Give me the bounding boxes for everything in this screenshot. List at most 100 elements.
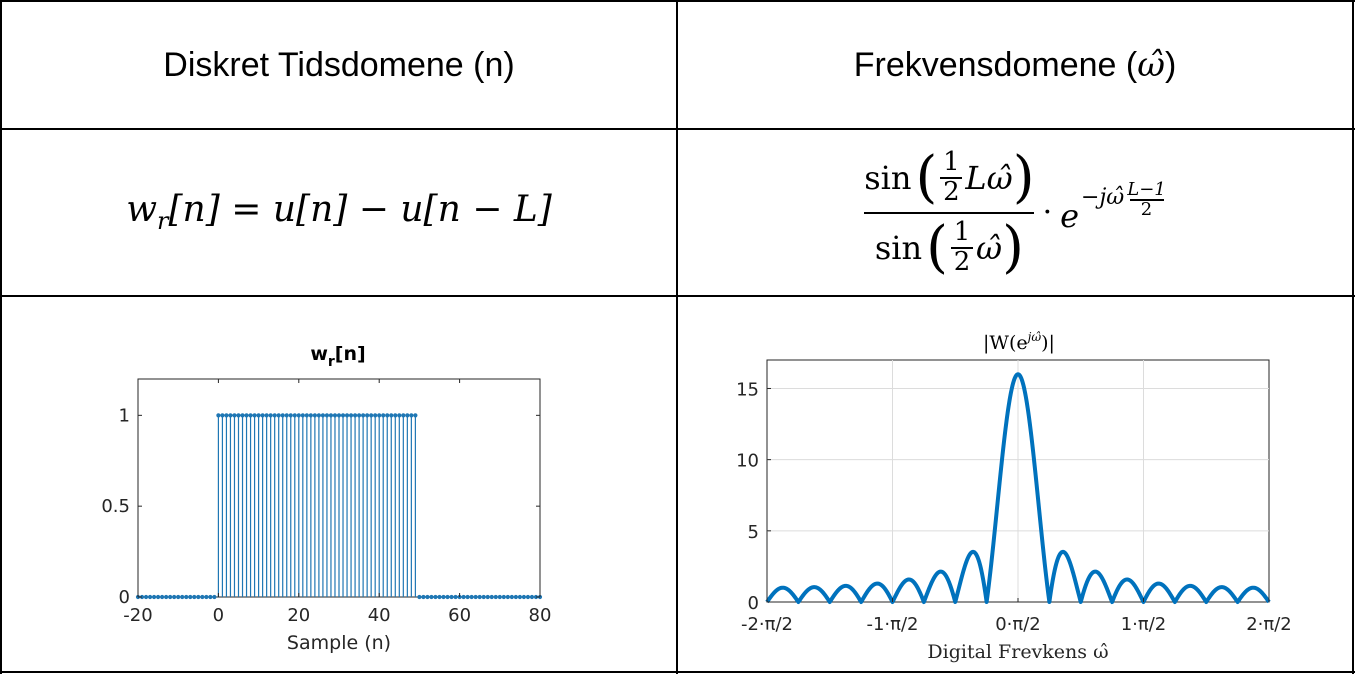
- stem-marker: [517, 594, 523, 600]
- stem-marker: [340, 413, 346, 418]
- stem-marker: [521, 594, 527, 600]
- formula-num-half-bar: [940, 176, 963, 179]
- stem-marker: [328, 413, 334, 418]
- stem-marker: [143, 594, 149, 600]
- stem-marker: [200, 594, 205, 600]
- stem-marker: [164, 594, 169, 600]
- table-divider-row1: [0, 128, 1355, 130]
- stem-marker: [324, 413, 330, 418]
- formula-den-half: 1 2: [950, 218, 973, 276]
- formula-num-paren-open: (: [915, 144, 938, 210]
- stem-marker: [529, 594, 535, 600]
- stem-marks: [135, 413, 543, 600]
- stem-marker: [493, 594, 498, 600]
- stem-xtick-label: 40: [368, 605, 391, 626]
- formula-den-paren-close: ): [1002, 214, 1024, 280]
- stem-marker: [332, 413, 338, 418]
- stem-marker: [208, 594, 213, 600]
- stem-marker: [373, 413, 378, 418]
- stem-marker: [172, 594, 177, 600]
- stem-marker: [417, 594, 422, 600]
- stem-marker: [389, 413, 394, 418]
- stem-marker: [236, 413, 241, 418]
- stem-ytick-label: 0: [119, 587, 130, 608]
- stem-xtick-label: -20: [123, 605, 152, 626]
- formula-num-half: 1 2: [940, 147, 963, 207]
- stem-marker: [501, 594, 506, 600]
- stem-marker: [192, 594, 197, 600]
- formula-den-paren-open: (: [926, 214, 948, 280]
- header-frequency-suffix: ): [1164, 45, 1177, 84]
- stem-marker: [469, 594, 474, 600]
- formula-time-w: w: [126, 189, 158, 231]
- stem-title: wr[n]: [310, 343, 365, 370]
- stem-marker: [276, 413, 281, 418]
- stem-marker: [212, 594, 217, 600]
- stem-marker: [449, 594, 454, 600]
- formula-numerator: sin ( 1 2 L ω̂ ): [864, 146, 1034, 210]
- formula-num-omega: ω̂: [986, 158, 1013, 197]
- stem-marker: [180, 594, 185, 600]
- formula-exp-frac: L−1 2: [1127, 180, 1166, 221]
- stem-marker: [393, 413, 398, 418]
- stem-marker: [252, 413, 257, 418]
- stem-marker: [280, 413, 285, 418]
- header-frequency-domain: Frekvensdomene (ω̂): [678, 2, 1352, 128]
- formula-time-rest: [n] = u[n] − u[n − L]: [168, 189, 552, 231]
- stem-marker: [316, 413, 322, 418]
- stem-marker: [397, 413, 402, 418]
- formula-time-domain: wr[n] = u[n] − u[n − L]: [2, 130, 676, 295]
- mag-series-line: [765, 372, 1271, 604]
- stem-marker: [381, 413, 386, 418]
- formula-num-L: L: [965, 158, 987, 197]
- stem-marker: [188, 594, 193, 600]
- mag-xlabel: Digital Frevkens ω̂: [927, 641, 1108, 663]
- stem-marker: [272, 413, 277, 418]
- stem-xtick-label: 20: [287, 605, 310, 626]
- stem-marker: [352, 413, 358, 418]
- stem-marker: [240, 413, 245, 418]
- header-time-domain: Diskret Tidsdomene (n): [2, 2, 676, 128]
- stem-marker: [361, 413, 366, 418]
- stem-marker: [481, 594, 486, 600]
- formula-exp-pre: −jω̂: [1081, 184, 1125, 210]
- stem-marker: [489, 594, 494, 600]
- table-divider-vertical: [676, 0, 678, 674]
- stem-marker: [260, 413, 265, 418]
- stem-marker: [461, 594, 466, 600]
- formula-num-half-num: 1: [943, 147, 960, 178]
- formula-exp-den: 2: [1140, 199, 1153, 221]
- mag-ytick-label: 15: [736, 379, 759, 400]
- stem-marker: [385, 413, 390, 418]
- stem-marker: [304, 413, 309, 418]
- table-border-left: [0, 0, 2, 674]
- formula-denominator: sin ( 1 2 ω̂ ): [875, 216, 1024, 280]
- stem-marker: [409, 413, 414, 418]
- stem-marker: [348, 413, 354, 418]
- stem-marker: [244, 413, 249, 418]
- stem-marker: [497, 594, 502, 600]
- mag-title-sup: jω̂: [1025, 330, 1042, 344]
- stem-marker: [433, 594, 438, 600]
- stem-title-bracket: [n]: [335, 343, 366, 365]
- mag-marks: [765, 372, 1271, 604]
- stem-marker: [264, 413, 269, 418]
- stem-marker: [151, 594, 157, 600]
- stem-ytick-label: 0.5: [101, 496, 130, 517]
- stem-marker: [401, 413, 406, 418]
- stem-marker: [228, 413, 233, 418]
- stem-marker: [284, 413, 289, 418]
- stem-marker: [184, 594, 189, 600]
- formula-den-sin: sin: [874, 228, 923, 267]
- formula-fraction-bar: [864, 211, 1035, 214]
- stem-marker: [147, 594, 153, 600]
- stem-ytick-label: 1: [119, 405, 130, 426]
- stem-marker: [168, 594, 173, 600]
- stem-marker: [156, 594, 161, 600]
- stem-marker: [220, 413, 225, 418]
- formula-num-half-den: 2: [943, 176, 960, 207]
- formula-num-sin: sin: [864, 158, 912, 197]
- stem-marker: [525, 594, 531, 600]
- stem-marker: [288, 413, 293, 418]
